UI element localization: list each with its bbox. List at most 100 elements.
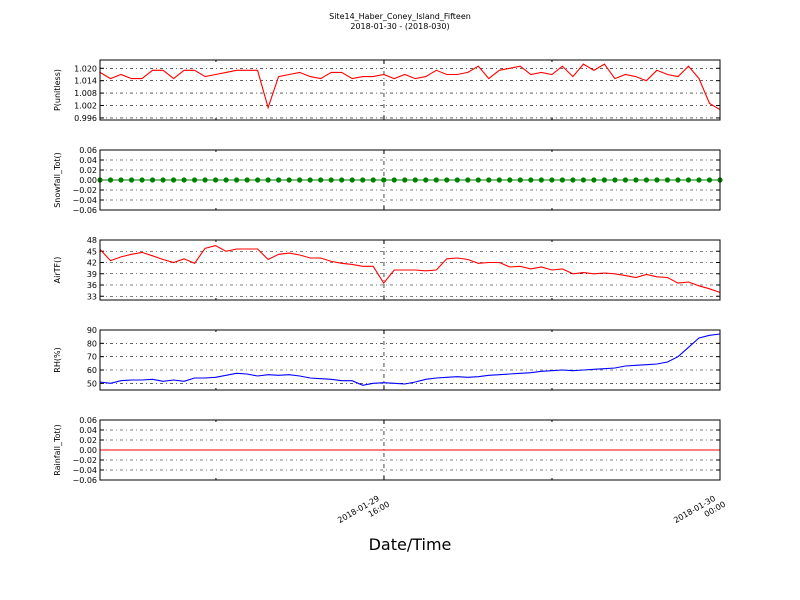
y-tick-label: 0.00 [79, 446, 97, 455]
y-tick-label: 0.06 [79, 416, 97, 425]
data-point [349, 177, 355, 183]
y-tick-label: 0.06 [79, 146, 97, 155]
data-point [318, 177, 324, 183]
data-point [664, 177, 671, 183]
data-point [570, 177, 576, 183]
data-point [255, 177, 261, 183]
data-point [307, 177, 313, 183]
data-point [580, 177, 586, 183]
data-point [601, 177, 608, 183]
data-point [276, 177, 282, 183]
data-point [181, 177, 187, 183]
plot-frame [99, 59, 721, 121]
data-point [612, 177, 618, 183]
y-tick-label: 90 [87, 326, 97, 335]
subplot-4: 90 80 70 60 50 RH(%) [53, 326, 721, 391]
data-point [517, 177, 523, 183]
data-point [528, 177, 534, 183]
y-tick-label: 1.008 [74, 89, 97, 98]
data-point [265, 177, 271, 183]
subplot-panels: 1.020 1.014 1.008 1.002 0.996 P(unitless) 0.06… [53, 59, 723, 485]
y-axis-label: RH(%) [53, 347, 62, 372]
data-point [507, 177, 513, 183]
data-point [370, 177, 376, 183]
data-point [212, 177, 219, 183]
y-tick-label: −0.04 [72, 466, 97, 475]
data-point [297, 177, 303, 183]
y-tick-label: 1.020 [74, 64, 97, 73]
data-point [675, 177, 681, 183]
data-point [328, 177, 334, 183]
y-tick-label: 36 [87, 281, 97, 290]
subplot-1: 1.020 1.014 1.008 1.002 0.996 P(unitless) [53, 59, 721, 123]
plot-frame [99, 419, 721, 481]
data-point [202, 177, 208, 183]
data-point [559, 177, 565, 183]
y-tick-label: 0.996 [74, 114, 97, 123]
data-point [402, 177, 408, 183]
chart-title: Site14_Haber_Coney_Island_Fifteen [329, 12, 471, 21]
data-point [412, 177, 418, 183]
x-axis-ticks: 2018-01-2916:00 2018-01-3000:00 [336, 491, 727, 534]
y-tick-label: −0.02 [72, 456, 97, 465]
y-tick-label: 0.02 [79, 166, 97, 175]
plot-frame [99, 239, 721, 301]
data-point [465, 177, 471, 183]
data-point [339, 177, 345, 183]
data-point [654, 177, 660, 183]
data-point [444, 177, 450, 183]
data-point [286, 177, 292, 183]
data-point [149, 177, 156, 183]
y-tick-label: 48 [87, 236, 97, 245]
y-tick-label: 60 [87, 366, 97, 375]
y-tick-label: 0.00 [79, 176, 97, 185]
data-point [107, 177, 114, 183]
data-point [381, 177, 387, 183]
data-point [391, 177, 397, 183]
data-point [643, 177, 650, 183]
data-point [191, 177, 198, 183]
y-tick-label: 80 [87, 339, 97, 348]
data-point [633, 177, 639, 183]
data-point [622, 177, 629, 183]
data-point [496, 177, 502, 183]
y-tick-label: −0.04 [72, 196, 97, 205]
data-point [139, 177, 145, 183]
data-point [549, 177, 555, 183]
data-point [475, 177, 481, 183]
y-tick-label: 50 [87, 379, 97, 388]
plot-frame [99, 149, 721, 211]
data-point [538, 177, 544, 183]
y-tick-label: 39 [87, 270, 97, 279]
y-axis-label: AirTF() [53, 257, 62, 284]
data-point [591, 177, 597, 183]
series-line [99, 245, 721, 294]
chart-subtitle: 2018-01-30 - (2018-030) [350, 22, 449, 31]
data-point [423, 177, 429, 183]
y-tick-label: 1.002 [74, 102, 97, 111]
data-point [160, 177, 166, 183]
y-tick-label: −0.02 [72, 186, 97, 195]
plot-frame [99, 329, 721, 391]
data-point [244, 177, 250, 183]
x-tick-label: 2018-01-3000:00 [672, 491, 727, 534]
y-tick-label: 70 [87, 353, 97, 362]
data-point [454, 177, 460, 183]
data-point [128, 177, 135, 183]
y-axis-label: Snowfall_Tot() [53, 152, 62, 208]
data-point [486, 177, 492, 183]
data-point [234, 177, 240, 183]
data-point [685, 177, 692, 183]
x-axis-label: Date/Time [369, 535, 452, 554]
series-line [99, 63, 721, 111]
y-tick-label: 42 [87, 259, 97, 268]
y-tick-label: 33 [87, 292, 97, 301]
data-point [433, 177, 439, 183]
x-tick-label: 2018-01-2916:00 [336, 491, 391, 534]
subplot-2: 0.060.040.020.00−0.02−0.04−0.06 Snowfall_… [53, 146, 723, 215]
y-tick-label: −0.06 [72, 206, 97, 215]
y-tick-label: −0.06 [72, 476, 97, 485]
data-point [223, 177, 229, 183]
data-point [696, 177, 702, 183]
